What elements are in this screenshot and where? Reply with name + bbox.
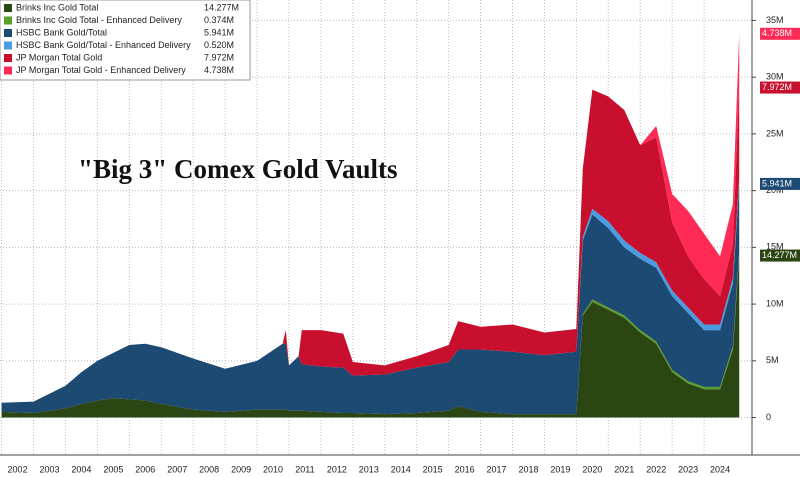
y-tick-label: 30M <box>766 72 784 82</box>
value-tag-bg <box>760 177 800 190</box>
x-tick-label: 2005 <box>103 464 123 474</box>
y-tick-label: 10M <box>766 298 784 308</box>
legend-label: HSBC Bank Gold/Total <box>16 27 107 37</box>
legend-value: 0.520M <box>204 40 234 50</box>
x-tick-label: 2022 <box>646 464 666 474</box>
legend-swatch <box>4 29 12 37</box>
legend-value: 0.374M <box>204 15 234 25</box>
area <box>1 255 740 418</box>
legend-value: 14.277M <box>204 2 239 12</box>
value-tag: 5.941M <box>762 178 792 188</box>
x-tick-label: 2010 <box>263 464 283 474</box>
legend: Brinks Inc Gold Total 14.277M Brinks Inc G… <box>0 0 251 81</box>
legend-box <box>0 0 251 81</box>
x-tick-label: 2014 <box>391 464 411 474</box>
x-tick-label: 2018 <box>518 464 538 474</box>
value-tag: 4.738M <box>762 28 792 38</box>
x-tick-label: 2023 <box>678 464 698 474</box>
y-tick-label: 25M <box>766 128 784 138</box>
x-tick-label: 2008 <box>199 464 219 474</box>
value-tag: 14.277M <box>762 250 797 260</box>
legend-value: 5.941M <box>204 27 234 37</box>
value-tag-bg <box>760 81 800 94</box>
value-tag-bg <box>760 27 800 40</box>
legend-value: 4.738M <box>204 65 234 75</box>
legend-swatch <box>4 4 12 12</box>
x-tick-label: 2017 <box>487 464 507 474</box>
x-tick-label: 2024 <box>710 464 730 474</box>
x-tick-label: 2006 <box>135 464 155 474</box>
x-tick-label: 2019 <box>550 464 570 474</box>
x-tick-label: 2015 <box>423 464 443 474</box>
legend-swatch <box>4 16 12 25</box>
x-tick-label: 2021 <box>614 464 634 474</box>
value-tag-bg <box>760 249 800 262</box>
x-tick-label: 2002 <box>8 464 28 474</box>
x-tick-label: 2012 <box>327 464 347 474</box>
y-tick-label: 20M <box>766 185 784 195</box>
legend-swatch <box>4 41 12 50</box>
x-tick-label: 2009 <box>231 464 251 474</box>
legend-swatch <box>4 54 12 62</box>
x-tick-label: 2011 <box>295 464 314 474</box>
y-tick-label: 5M <box>766 355 779 365</box>
legend-label: JP Morgan Total Gold - Enhanced Delivery <box>16 65 186 75</box>
legend-value: 7.972M <box>204 52 234 62</box>
x-tick-label: 2003 <box>39 464 59 474</box>
y-tick-label: 35M <box>766 15 784 25</box>
y-tick-label: 0 <box>766 412 771 422</box>
legend-swatch <box>4 66 12 75</box>
x-tick-label: 2020 <box>582 464 602 474</box>
legend-label: HSBC Bank Gold/Total - Enhanced Delivery <box>16 40 191 50</box>
x-tick-label: 2016 <box>455 464 475 474</box>
legend-label: Brinks Inc Gold Total - Enhanced Deliver… <box>16 15 182 25</box>
chart-annotation: "Big 3" Comex Gold Vaults <box>78 154 398 184</box>
x-tick-label: 2004 <box>71 464 91 474</box>
area <box>1 183 740 415</box>
legend-label: JP Morgan Total Gold <box>16 52 102 62</box>
legend-label: Brinks Inc Gold Total <box>16 2 98 12</box>
y-tick-label: 15M <box>766 242 784 252</box>
x-tick-label: 2013 <box>359 464 379 474</box>
value-tag: 7.972M <box>762 82 792 92</box>
x-tick-label: 2007 <box>167 464 187 474</box>
